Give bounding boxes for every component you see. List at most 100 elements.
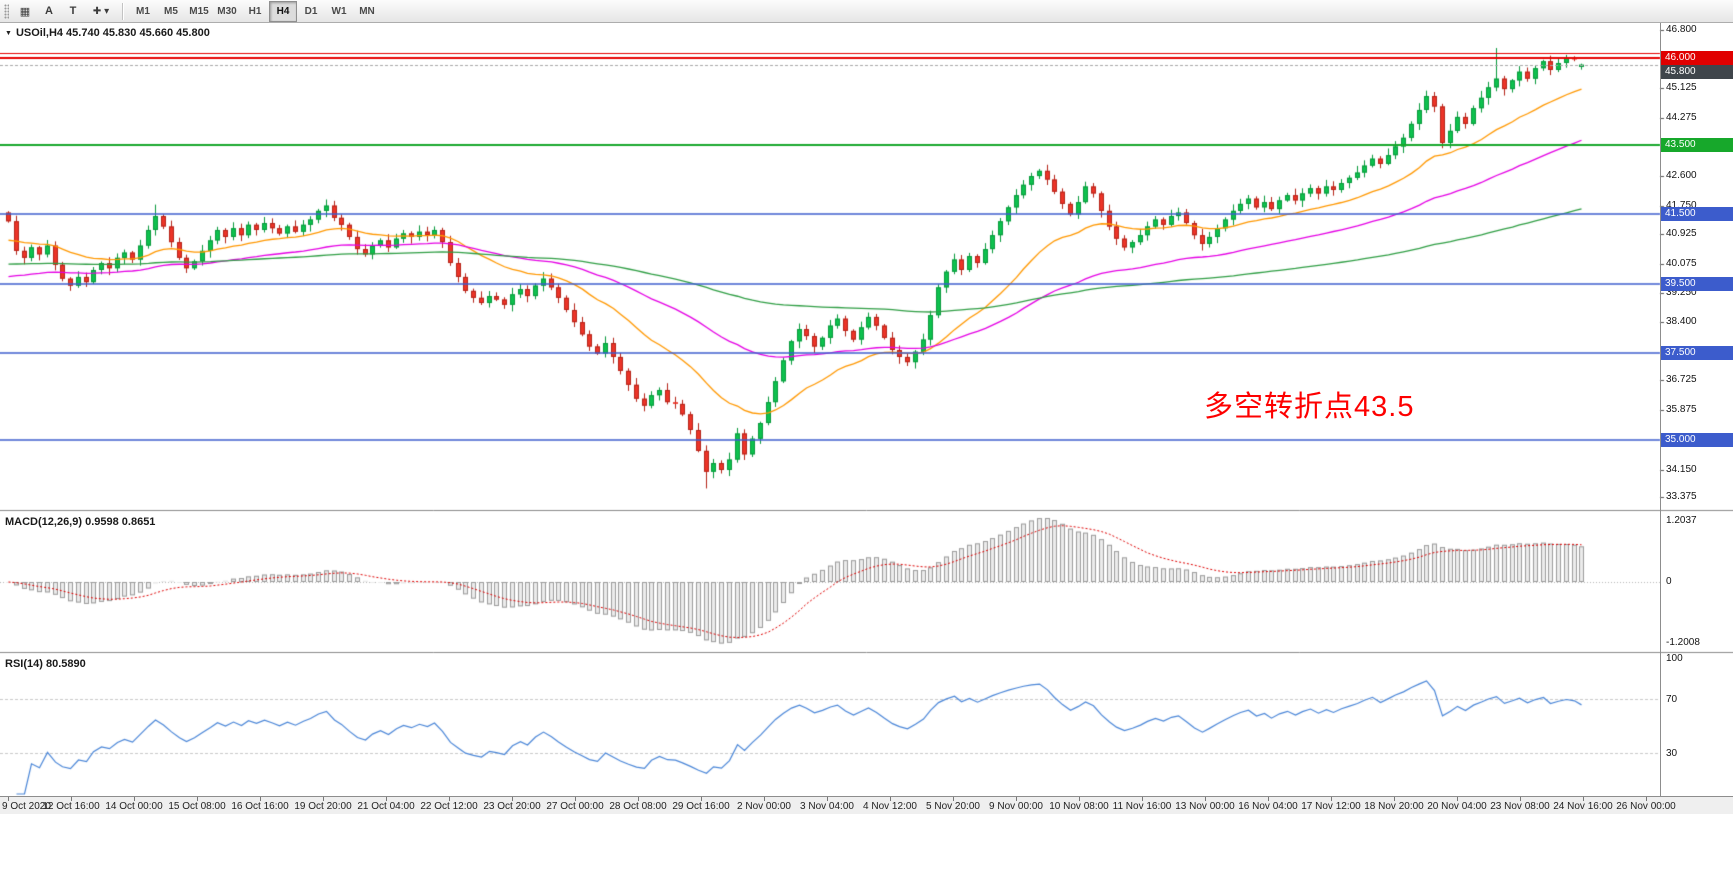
toolbar: ▦ A T ✚ ▾ M1 M5 M15 M30 H1 H4 D1 W1 MN bbox=[0, 0, 1733, 23]
symbol-ohlc-text: USOil,H4 45.740 45.830 45.660 45.800 bbox=[15, 27, 210, 39]
price-line-badge: 43.500 bbox=[1661, 137, 1733, 152]
time-axis-tick bbox=[449, 797, 450, 801]
time-axis-tick bbox=[323, 797, 324, 801]
arrow-tool-icon[interactable]: A bbox=[45, 5, 53, 17]
rsi-indicator-label: RSI(14) 80.5890 bbox=[5, 658, 86, 670]
time-axis-label: 5 Nov 20:00 bbox=[926, 801, 980, 812]
time-axis-label: 10 Nov 08:00 bbox=[1049, 801, 1109, 812]
time-axis-tick bbox=[701, 797, 702, 801]
price-axis-label: 44.275 bbox=[1666, 111, 1697, 123]
collapse-triangle-icon[interactable]: ▼ bbox=[5, 30, 12, 37]
time-axis[interactable]: 9 Oct 2020 12 Oct 16:00 14 Oct 00:00 15 Oct… bbox=[0, 796, 1733, 814]
time-axis-label: 11 Nov 16:00 bbox=[1112, 801, 1172, 812]
price-axis-label: 35.875 bbox=[1666, 403, 1697, 415]
time-axis-tick bbox=[1646, 797, 1647, 801]
price-axis-label: 40.925 bbox=[1666, 228, 1697, 240]
time-axis-label: 9 Oct 2020 bbox=[2, 801, 51, 812]
time-axis-tick bbox=[1457, 797, 1458, 801]
time-axis-label: 21 Oct 04:00 bbox=[357, 801, 415, 812]
price-axis-label: 38.400 bbox=[1666, 316, 1697, 328]
time-axis-label: 12 Oct 16:00 bbox=[42, 801, 100, 812]
drawing-tools-group: ▦ A T ✚ ▾ bbox=[13, 1, 117, 22]
price-line-badge: 41.500 bbox=[1661, 207, 1733, 222]
toolbar-grip[interactable] bbox=[4, 3, 9, 19]
time-axis-tick bbox=[1583, 797, 1584, 801]
time-axis-tick bbox=[1142, 797, 1143, 801]
time-axis-label: 20 Nov 04:00 bbox=[1427, 801, 1487, 812]
time-axis-tick bbox=[197, 797, 198, 801]
chart-window-icon[interactable]: ▦ bbox=[19, 5, 31, 18]
time-axis-tick bbox=[575, 797, 576, 801]
time-axis-label: 4 Nov 12:00 bbox=[863, 801, 917, 812]
price-axis-label: 40.075 bbox=[1666, 257, 1697, 269]
time-axis-tick bbox=[1268, 797, 1269, 801]
time-axis-tick bbox=[953, 797, 954, 801]
time-axis-label: 24 Nov 16:00 bbox=[1553, 801, 1613, 812]
time-axis-tick bbox=[890, 797, 891, 801]
time-axis-label: 26 Nov 00:00 bbox=[1616, 801, 1676, 812]
time-axis-label: 16 Nov 04:00 bbox=[1238, 801, 1298, 812]
time-axis-label: 2 Nov 00:00 bbox=[737, 801, 791, 812]
time-axis-label: 22 Oct 12:00 bbox=[420, 801, 478, 812]
time-axis-label: 15 Oct 08:00 bbox=[168, 801, 226, 812]
timeframe-button-H1[interactable]: H1 bbox=[248, 5, 262, 17]
time-axis-label: 23 Oct 20:00 bbox=[483, 801, 541, 812]
time-axis-label: 14 Oct 00:00 bbox=[105, 801, 163, 812]
time-axis-label: 3 Nov 04:00 bbox=[800, 801, 854, 812]
price-line-badge: 37.500 bbox=[1661, 346, 1733, 361]
price-line-badge: 35.000 bbox=[1661, 433, 1733, 448]
timeframe-button-M30[interactable]: M30 bbox=[217, 5, 237, 17]
time-axis-tick bbox=[764, 797, 765, 801]
price-line-badge: 46.000 bbox=[1661, 50, 1733, 65]
time-axis-tick bbox=[260, 797, 261, 801]
chart-symbol-header: ▼ USOil,H4 45.740 45.830 45.660 45.800 bbox=[5, 27, 210, 39]
time-axis-tick bbox=[1016, 797, 1017, 801]
timeframe-button-D1[interactable]: D1 bbox=[304, 5, 318, 17]
time-axis-tick bbox=[1520, 797, 1521, 801]
time-axis-label: 28 Oct 08:00 bbox=[609, 801, 667, 812]
macd-axis-label: 1.2037 bbox=[1666, 515, 1697, 527]
timeframe-button-M15[interactable]: M15 bbox=[189, 5, 209, 17]
price-axis-label: 41.750 bbox=[1666, 199, 1697, 211]
timeframe-button-M5[interactable]: M5 bbox=[164, 5, 178, 17]
price-axis-label: 45.125 bbox=[1666, 82, 1697, 94]
time-axis-label: 13 Nov 00:00 bbox=[1175, 801, 1235, 812]
time-axis-label: 29 Oct 16:00 bbox=[672, 801, 730, 812]
time-axis-tick bbox=[1205, 797, 1206, 801]
macd-indicator-label: MACD(12,26,9) 0.9598 0.8651 bbox=[5, 516, 156, 528]
price-axis-label: 34.150 bbox=[1666, 463, 1697, 475]
timeframe-button-H4[interactable]: H4 bbox=[269, 0, 297, 22]
price-axis-label: 39.250 bbox=[1666, 286, 1697, 298]
rsi-axis-label: 100 bbox=[1666, 653, 1683, 664]
timeframe-button-M1[interactable]: M1 bbox=[136, 5, 150, 17]
axis-divider bbox=[1660, 23, 1661, 797]
price-line-badge: 39.500 bbox=[1661, 276, 1733, 291]
timeframe-group: M1 M5 M15 M30 H1 H4 D1 W1 MN bbox=[129, 0, 381, 22]
toolbar-separator bbox=[122, 2, 124, 20]
timeframe-button-MN[interactable]: MN bbox=[359, 5, 375, 17]
crosshair-tool-icon[interactable]: ✚ ▾ bbox=[92, 5, 110, 17]
time-axis-label: 16 Oct 16:00 bbox=[231, 801, 289, 812]
time-axis-tick bbox=[386, 797, 387, 801]
timeframe-button-W1[interactable]: W1 bbox=[331, 5, 347, 17]
time-axis-tick bbox=[71, 797, 72, 801]
macd-axis-label: 0 bbox=[1666, 576, 1672, 587]
price-axis-label: 36.725 bbox=[1666, 374, 1697, 386]
text-tool-icon[interactable]: T bbox=[69, 5, 77, 17]
macd-axis-label: -1.2008 bbox=[1666, 636, 1700, 648]
time-axis-tick bbox=[134, 797, 135, 801]
time-axis-tick bbox=[1331, 797, 1332, 801]
time-axis-label: 23 Nov 08:00 bbox=[1490, 801, 1550, 812]
time-axis-label: 19 Oct 20:00 bbox=[294, 801, 352, 812]
time-axis-label: 27 Oct 00:00 bbox=[546, 801, 604, 812]
time-axis-tick bbox=[638, 797, 639, 801]
time-axis-label: 18 Nov 20:00 bbox=[1364, 801, 1424, 812]
time-axis-tick bbox=[827, 797, 828, 801]
chart-annotation-text[interactable]: 多空转折点43.5 bbox=[1204, 391, 1415, 423]
price-line-badge: 45.800 bbox=[1661, 64, 1733, 79]
rsi-axis-label: 30 bbox=[1666, 748, 1678, 760]
time-axis-label: 9 Nov 00:00 bbox=[989, 801, 1043, 812]
time-axis-tick bbox=[1394, 797, 1395, 801]
